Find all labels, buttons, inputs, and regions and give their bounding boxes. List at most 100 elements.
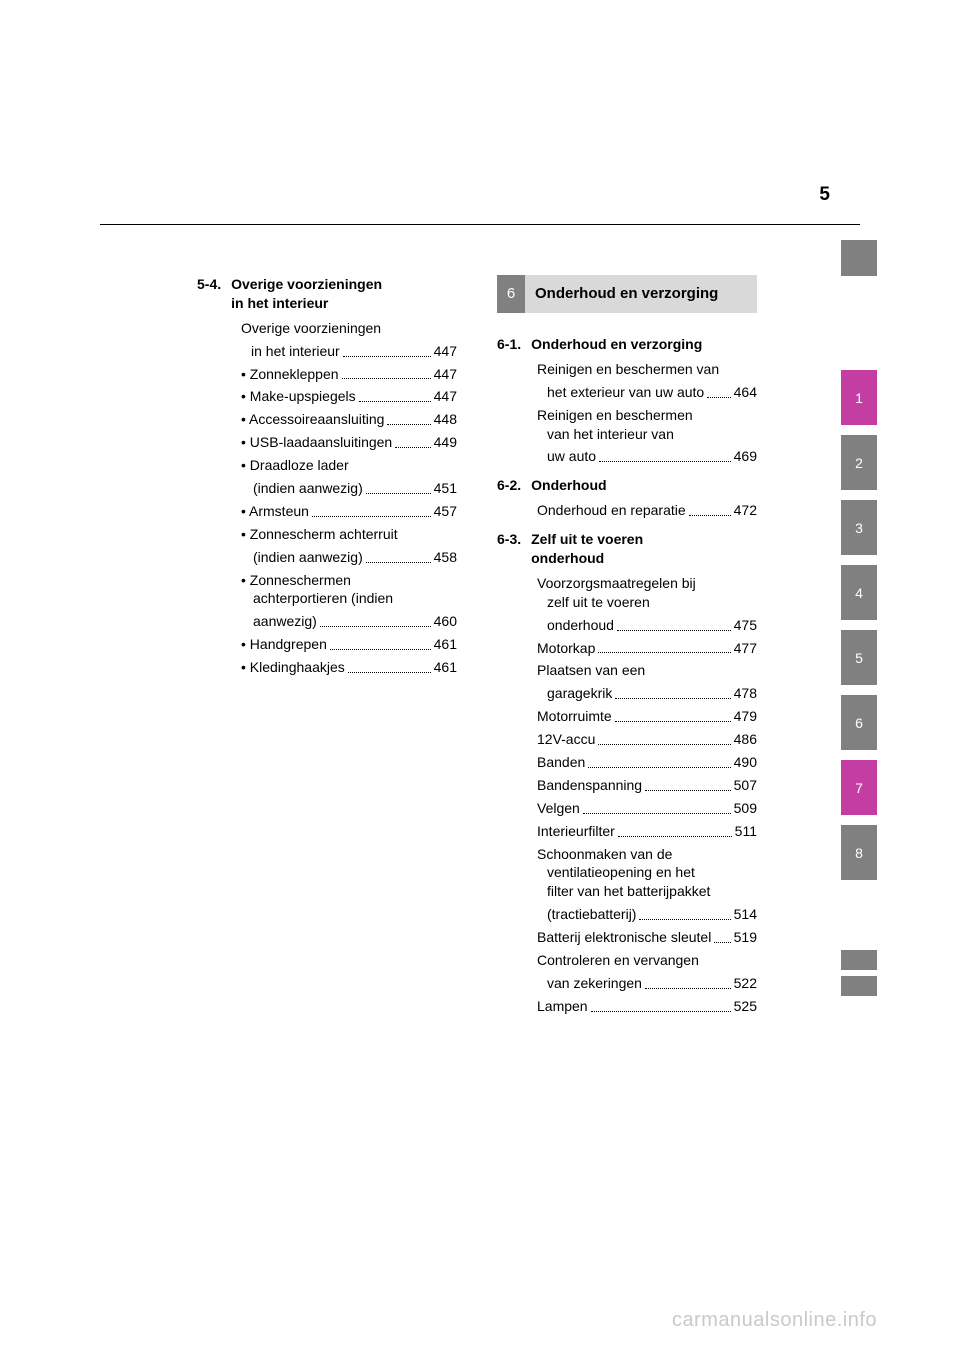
dots xyxy=(598,744,730,745)
toc-text-line: • Draadloze lader xyxy=(241,456,457,475)
side-tab[interactable]: 2 xyxy=(841,435,877,490)
toc-text-line: van het interieur van xyxy=(537,425,757,444)
dots xyxy=(591,1011,731,1012)
toc-entry: Voorzorgsmaatregelen bijzelf uit te voer… xyxy=(497,574,757,635)
toc-text-line: Voorzorgsmaatregelen bij xyxy=(537,574,757,593)
side-block xyxy=(841,976,877,996)
dots xyxy=(359,401,431,402)
toc-entry: • Handgrepen461 xyxy=(197,635,457,654)
toc-text-line: Plaatsen van een xyxy=(537,661,757,680)
header-rule xyxy=(100,224,860,225)
intro-line1: Overige voorzieningen xyxy=(241,319,457,338)
toc-entry: Bandenspanning507 xyxy=(497,776,757,795)
page-number: 5 xyxy=(819,184,830,206)
toc-page: 479 xyxy=(734,707,757,726)
bullet-list: • Zonnekleppen447• Make-upspiegels447• A… xyxy=(197,365,457,677)
toc-text-line: zelf uit te voeren xyxy=(537,593,757,612)
dots xyxy=(598,652,730,653)
intro-entry: Overige voorzieningen in het interieur 4… xyxy=(197,319,457,361)
toc-page: 461 xyxy=(434,658,457,677)
section-label: 6-3. xyxy=(497,530,531,568)
toc-text: (indien aanwezig) xyxy=(253,479,363,498)
toc-text-line: • Zonnescherm achterruit xyxy=(241,525,457,544)
dots xyxy=(617,630,731,631)
toc-page: 478 xyxy=(734,684,757,703)
toc-page: 486 xyxy=(734,730,757,749)
dots xyxy=(320,626,431,627)
toc-entry: Reinigen en beschermenvan het interieur … xyxy=(497,406,757,467)
toc-text-line: Controleren en vervangen xyxy=(537,951,757,970)
toc-entry: Banden490 xyxy=(497,753,757,772)
toc-entry: Onderhoud en reparatie 472 xyxy=(497,501,757,520)
toc-text: • Make-upspiegels xyxy=(241,387,356,406)
side-tab[interactable]: 4 xyxy=(841,565,877,620)
toc-page: 507 xyxy=(734,776,757,795)
toc-page: 519 xyxy=(734,928,757,947)
side-tab[interactable]: 7 xyxy=(841,760,877,815)
toc-entry: Lampen525 xyxy=(497,997,757,1016)
toc-text: onderhoud xyxy=(547,616,614,635)
intro-page: 447 xyxy=(434,342,457,361)
toc-entry: Schoonmaken van deventilatieopening en h… xyxy=(497,845,757,925)
toc-page: 525 xyxy=(734,997,757,1016)
toc-text-line: Schoonmaken van de xyxy=(537,845,757,864)
toc-page: 477 xyxy=(734,639,757,658)
toc-text-line: ventilatieopening en het xyxy=(537,863,757,882)
side-top-block xyxy=(841,240,877,276)
toc-text: • Armsteun xyxy=(241,502,309,521)
toc-entry: • Kledinghaakjes 461 xyxy=(197,658,457,677)
toc-text: • Kledinghaakjes xyxy=(241,658,345,677)
dots xyxy=(645,790,731,791)
dots xyxy=(714,942,730,943)
toc-entry: Plaatsen van eengaragekrik478 xyxy=(497,661,757,703)
side-tab[interactable]: 8 xyxy=(841,825,877,880)
dots xyxy=(366,493,431,494)
section-title: Zelf uit te voerenonderhoud xyxy=(531,530,643,568)
toc-entry: Velgen509 xyxy=(497,799,757,818)
section-title: Onderhoud en verzorging xyxy=(531,335,702,354)
side-tab[interactable]: 1 xyxy=(841,370,877,425)
toc-page: 472 xyxy=(734,501,757,520)
toc-entry: • Zonnekleppen447 xyxy=(197,365,457,384)
content-columns: 5-4. Overige voorzieningen in het interi… xyxy=(197,275,757,1026)
dots xyxy=(599,461,731,462)
dots xyxy=(583,813,731,814)
dots xyxy=(342,378,431,379)
side-tab[interactable]: 3 xyxy=(841,500,877,555)
toc-page: 461 xyxy=(434,635,457,654)
toc-entry: • Zonneschermenachterportieren (indienaa… xyxy=(197,571,457,632)
toc-entry: • Make-upspiegels447 xyxy=(197,387,457,406)
side-tab[interactable]: 5 xyxy=(841,630,877,685)
toc-entry: • USB-laadaansluitingen449 xyxy=(197,433,457,452)
dots xyxy=(343,356,431,357)
toc-entry: • Draadloze lader(indien aanwezig)451 xyxy=(197,456,457,498)
dots xyxy=(387,424,430,425)
right-column: 6 Onderhoud en verzorging 6-1.Onderhoud … xyxy=(497,275,757,1026)
dots xyxy=(689,515,731,516)
side-bottom-blocks xyxy=(841,944,877,996)
toc-text: Motorruimte xyxy=(537,707,612,726)
toc-text: • USB-laadaansluitingen xyxy=(241,433,392,452)
toc-entry: Motorruimte 479 xyxy=(497,707,757,726)
toc-text: Interieurfilter xyxy=(537,822,615,841)
toc-text: (tractiebatterij) xyxy=(547,905,636,924)
watermark: carmanualsonline.info xyxy=(672,1309,877,1332)
toc-text: van zekeringen xyxy=(547,974,642,993)
toc-page: 447 xyxy=(434,365,457,384)
toc-page: 464 xyxy=(734,383,757,402)
dots xyxy=(645,988,731,989)
toc-page: 458 xyxy=(434,548,457,567)
page: 5 5-4. Overige voorzieningen in het inte… xyxy=(0,0,960,1358)
toc-text-line: filter van het batterijpakket xyxy=(537,882,757,901)
section-head: 6-1.Onderhoud en verzorging xyxy=(497,335,702,354)
toc-text-line: Reinigen en beschermen van xyxy=(537,360,757,379)
side-tab[interactable]: 6 xyxy=(841,695,877,750)
section-block: 6-3.Zelf uit te voerenonderhoud Voorzorgs… xyxy=(497,530,757,1016)
toc-text: Banden xyxy=(537,753,585,772)
toc-text: Onderhoud en reparatie xyxy=(537,501,686,520)
chapter-title: Onderhoud en verzorging xyxy=(525,275,757,313)
left-column: 5-4. Overige voorzieningen in het interi… xyxy=(197,275,457,1026)
chapter-bar: 6 Onderhoud en verzorging xyxy=(497,275,757,313)
dots xyxy=(395,447,430,448)
toc-text: 12V-accu xyxy=(537,730,595,749)
